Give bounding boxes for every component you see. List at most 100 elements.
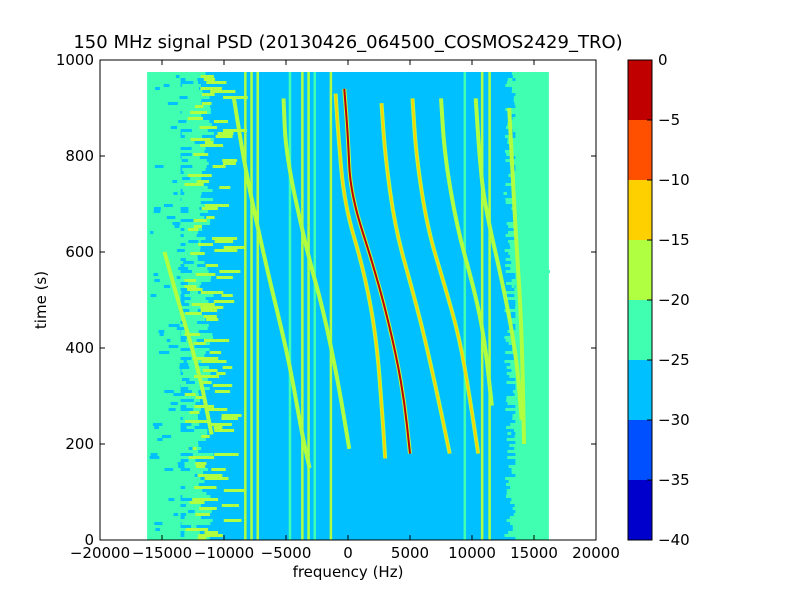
colorbar-segment <box>628 180 652 240</box>
heatmap-noise-left <box>184 267 208 270</box>
heatmap-noise-mid <box>536 186 544 189</box>
x-axis: −20000 −15000 −10000 −5000 0 5000 10000 15000 20… <box>70 60 620 562</box>
heatmap-noise-right <box>508 321 525 324</box>
heatmap-noise-left-hot <box>196 180 210 183</box>
heatmap-noise-right <box>516 105 525 108</box>
heatmap-noise-left <box>182 504 201 507</box>
heatmap-noise-left <box>174 315 207 318</box>
heatmap-noise-mid <box>519 480 527 483</box>
heatmap-noise-mid <box>533 171 541 174</box>
heatmap-noise-left-cool <box>181 291 190 294</box>
heatmap-noise-left-hot <box>192 498 219 501</box>
heatmap-noise-right <box>510 501 525 504</box>
heatmap-noise-left <box>191 147 206 150</box>
heatmap-noise-left-cool <box>155 528 161 531</box>
heatmap-noise-left <box>183 234 197 237</box>
heatmap-noise-left <box>179 489 203 492</box>
heatmap-noise-left <box>181 522 211 525</box>
heatmap-noise-right <box>505 108 525 111</box>
heatmap-noise-left <box>180 72 206 75</box>
heatmap-noise-left-hot <box>219 186 231 189</box>
heatmap-noise-left-hot <box>200 75 214 78</box>
heatmap-noise-left-hot <box>212 165 226 168</box>
heatmap-noise-left <box>184 300 209 303</box>
heatmap-noise-right <box>512 414 525 417</box>
vertical-line <box>301 72 304 540</box>
heatmap-noise-right <box>504 249 525 252</box>
heatmap-noise-right <box>506 519 525 522</box>
heatmap-noise-left-hot <box>213 120 228 123</box>
heatmap-noise-left <box>193 81 199 84</box>
doppler-trace <box>232 98 311 469</box>
heatmap-noise-left-cool <box>163 285 171 288</box>
heatmap-noise-left-hot <box>189 501 205 504</box>
heatmap-noise-mid <box>532 423 536 426</box>
heatmap-noise-mid <box>525 279 531 282</box>
heatmap-noise-left <box>188 459 196 462</box>
heatmap-noise-right <box>520 459 525 462</box>
heatmap-noise-left-hot <box>223 519 242 522</box>
vertical-line <box>288 72 292 540</box>
heatmap-noise-left <box>185 243 201 246</box>
heatmap-noise-left-hot <box>206 408 228 411</box>
heatmap-noise-right <box>508 480 525 483</box>
heatmap-noise-left-cool <box>176 327 186 330</box>
heatmap-noise-mid <box>511 285 515 288</box>
heatmap-noise-left <box>175 402 196 405</box>
heatmap-noise-mid <box>522 411 529 414</box>
colorbar: 0 −5 −10 −15 −20 −25 −30 −35 −40 <box>627 51 690 549</box>
heatmap-noise-left-hot <box>191 303 215 306</box>
heatmap-noise-left-cool <box>181 159 189 162</box>
heatmap-noise-left-cool <box>152 423 163 426</box>
heatmap-noise-right <box>505 159 525 162</box>
heatmap-noise-left-hot <box>195 273 216 276</box>
heatmap-noise-left <box>182 189 213 192</box>
heatmap-noise-right <box>520 474 525 477</box>
heatmap-noise-left <box>170 354 205 357</box>
heatmap-noise-left-hot <box>201 360 227 363</box>
heatmap-noise-left <box>184 516 202 519</box>
heatmap-noise-left-cool <box>176 276 181 279</box>
heatmap-noise-left <box>184 192 202 195</box>
heatmap-noise-mid <box>507 432 512 435</box>
heatmap-noise-left <box>189 348 210 351</box>
heatmap-noise-left-hot <box>187 174 212 177</box>
heatmap-noise-left-cool <box>175 75 180 78</box>
heatmap-noise-left-hot <box>199 507 217 510</box>
heatmap-noise-left <box>167 216 205 219</box>
heatmap-noise-left <box>183 171 202 174</box>
heatmap-noise-right <box>517 462 525 465</box>
heatmap-noise-left <box>181 132 215 135</box>
heatmap-noise-left <box>193 399 200 402</box>
heatmap-noise-left <box>170 162 209 165</box>
heatmap-noise-left-hot <box>201 207 218 210</box>
heatmap-noise-left-hot <box>204 141 214 144</box>
heatmap-noise-left <box>173 318 206 321</box>
heatmap-noise-right <box>505 408 525 411</box>
heatmap-noise-right <box>514 189 525 192</box>
heatmap-noise-right <box>508 111 525 114</box>
colorbar-tick-label: −15 <box>658 231 690 249</box>
heatmap-noise-left <box>184 294 214 297</box>
heatmap-noise-left <box>184 531 200 534</box>
heatmap-noise-left <box>170 201 201 204</box>
heatmap-noise-mid <box>537 153 540 156</box>
heatmap-noise-right <box>511 90 525 93</box>
heatmap-noise-left <box>167 90 203 93</box>
heatmap-noise-left-hot <box>185 312 202 315</box>
heatmap-noise-left-hot <box>201 93 215 96</box>
heatmap-noise-right <box>511 471 525 474</box>
vertical-line <box>256 72 259 540</box>
heatmap-noise-left <box>186 426 195 429</box>
vertical-line <box>250 72 253 540</box>
heatmap-noise-right <box>513 96 525 99</box>
heatmap-noise-mid <box>526 402 534 405</box>
heatmap-noise-left-cool <box>178 309 190 312</box>
heatmap-noise-left-hot <box>185 528 209 531</box>
heatmap-noise-left-hot <box>194 105 204 108</box>
x-tick-label: −10000 <box>194 544 254 562</box>
heatmap-noise-left-hot <box>200 87 223 90</box>
heatmap-noise-right <box>512 87 525 90</box>
heatmap-noise-left <box>175 204 211 207</box>
heatmap-noise-mid <box>513 534 516 537</box>
